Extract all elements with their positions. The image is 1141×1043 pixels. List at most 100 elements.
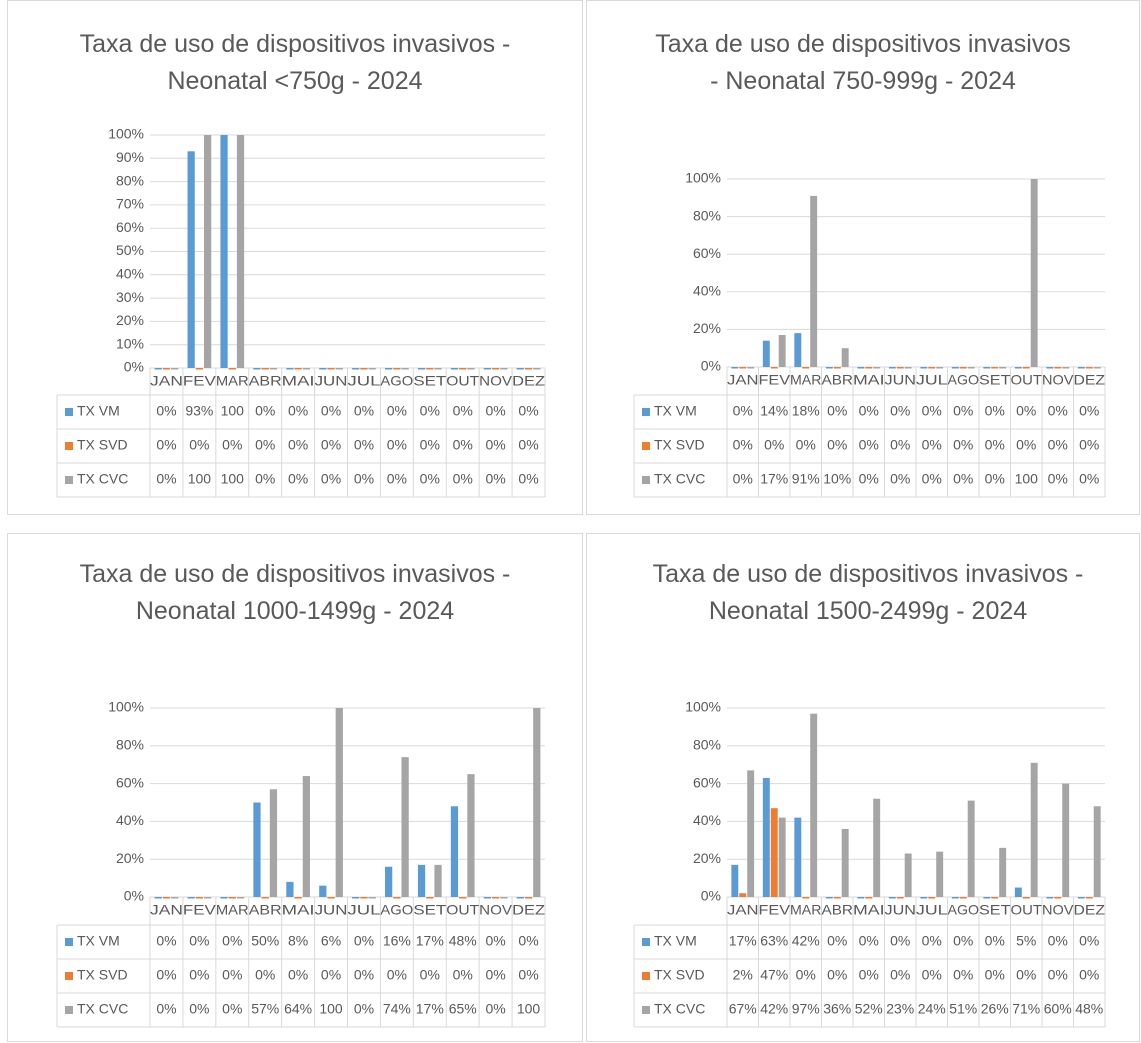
x-tick-label: OUT xyxy=(446,373,479,389)
data-table-value: 0% xyxy=(953,967,973,983)
data-table-value: 64% xyxy=(284,1001,312,1017)
x-tick-label: DEZ xyxy=(1074,372,1106,388)
y-tick-label: 0% xyxy=(701,358,721,374)
legend-label: TX CVC xyxy=(654,471,705,487)
bar xyxy=(286,368,294,370)
bar xyxy=(220,897,228,899)
data-table-value: 100 xyxy=(221,403,245,419)
data-table-value: 0% xyxy=(890,471,910,487)
y-tick-label: 50% xyxy=(116,242,144,258)
bar xyxy=(269,789,278,897)
legend-label: TX SVD xyxy=(77,437,128,453)
x-tick-label: SET xyxy=(979,902,1011,918)
data-table-value: 0% xyxy=(733,403,753,419)
y-tick-label: 90% xyxy=(116,149,144,165)
data-table-value: 0% xyxy=(922,471,942,487)
y-tick-label: 100% xyxy=(108,699,144,715)
bar xyxy=(483,897,492,899)
data-table-value: 0% xyxy=(453,403,473,419)
data-table-value: 48% xyxy=(449,933,477,949)
data-table-value: 0% xyxy=(354,471,374,487)
bar xyxy=(335,708,343,897)
bar xyxy=(747,770,755,897)
data-table-value: 0% xyxy=(420,471,440,487)
x-tick-label: MAI xyxy=(282,373,315,389)
bar xyxy=(1030,179,1038,367)
bar xyxy=(434,368,442,370)
data-table-value: 0% xyxy=(486,437,506,453)
data-table-value: 0% xyxy=(189,437,209,453)
bar xyxy=(802,897,810,899)
bar xyxy=(841,348,849,367)
data-table-value: 14% xyxy=(760,403,788,419)
bar xyxy=(524,897,533,899)
data-table-value: 52% xyxy=(855,1001,883,1017)
x-tick-label: MAR xyxy=(790,902,822,918)
x-tick-label: SET xyxy=(413,902,446,918)
data-table-value: 0% xyxy=(222,967,242,983)
bar xyxy=(936,851,944,897)
data-table-value: 0% xyxy=(1079,933,1099,949)
legend-label: TX VM xyxy=(654,403,697,419)
y-tick-label: 60% xyxy=(116,219,144,235)
y-tick-label: 20% xyxy=(116,312,144,328)
legend-label: TX CVC xyxy=(77,471,128,487)
x-tick-label: FEV xyxy=(759,902,791,918)
bar xyxy=(302,776,310,897)
data-table-value: 0% xyxy=(518,437,538,453)
data-table-value: 0% xyxy=(985,967,1005,983)
data-table-value: 0% xyxy=(156,471,176,487)
bar xyxy=(802,367,810,369)
data-table-value: 0% xyxy=(288,403,308,419)
bar xyxy=(294,897,302,899)
bar xyxy=(269,368,278,370)
data-table-value: 0% xyxy=(1048,403,1068,419)
bar xyxy=(467,774,475,897)
x-tick-label: SET xyxy=(413,373,446,389)
bar xyxy=(385,368,393,370)
x-tick-label: OUT xyxy=(1011,372,1043,388)
data-table-value: 0% xyxy=(953,933,973,949)
data-table-value: 0% xyxy=(922,967,942,983)
data-table-value: 97% xyxy=(792,1001,820,1017)
data-table-value: 42% xyxy=(760,1001,788,1017)
bar xyxy=(417,368,426,370)
data-table-value: 0% xyxy=(222,1001,242,1017)
data-table-value: 0% xyxy=(486,403,506,419)
data-table-value: 0% xyxy=(890,967,910,983)
x-tick-label: ABR xyxy=(822,902,854,918)
x-tick-label: AGO xyxy=(380,373,413,389)
data-table-value: 0% xyxy=(387,403,407,419)
bar xyxy=(426,368,434,370)
bar xyxy=(825,897,833,899)
bar xyxy=(171,368,179,370)
panel xyxy=(7,0,583,515)
data-table-value: 10% xyxy=(823,471,851,487)
data-table-value: 2% xyxy=(733,967,753,983)
data-table-value: 0% xyxy=(890,403,910,419)
data-table-value: 0% xyxy=(1048,933,1068,949)
x-tick-label: SET xyxy=(979,372,1011,388)
legend-label: TX SVD xyxy=(77,967,128,983)
x-tick-label: JUL xyxy=(348,902,381,918)
bar xyxy=(1054,367,1062,369)
y-tick-label: 20% xyxy=(116,850,144,866)
data-table-value: 67% xyxy=(729,1001,757,1017)
bar xyxy=(195,897,203,899)
panel xyxy=(586,533,1140,1042)
bar xyxy=(236,897,245,899)
bar xyxy=(1093,806,1101,897)
bar xyxy=(533,368,541,370)
x-tick-label: JUN xyxy=(885,902,917,918)
bar xyxy=(302,368,310,370)
bar xyxy=(1085,897,1093,899)
data-table-value: 0% xyxy=(321,967,341,983)
bar xyxy=(1030,762,1038,897)
data-table-value: 0% xyxy=(1016,403,1036,419)
data-table-value: 0% xyxy=(354,967,374,983)
data-table-value: 100 xyxy=(517,1001,541,1017)
bar xyxy=(999,367,1007,369)
data-table-value: 0% xyxy=(255,437,275,453)
data-table-value: 0% xyxy=(288,967,308,983)
bar xyxy=(896,367,904,369)
